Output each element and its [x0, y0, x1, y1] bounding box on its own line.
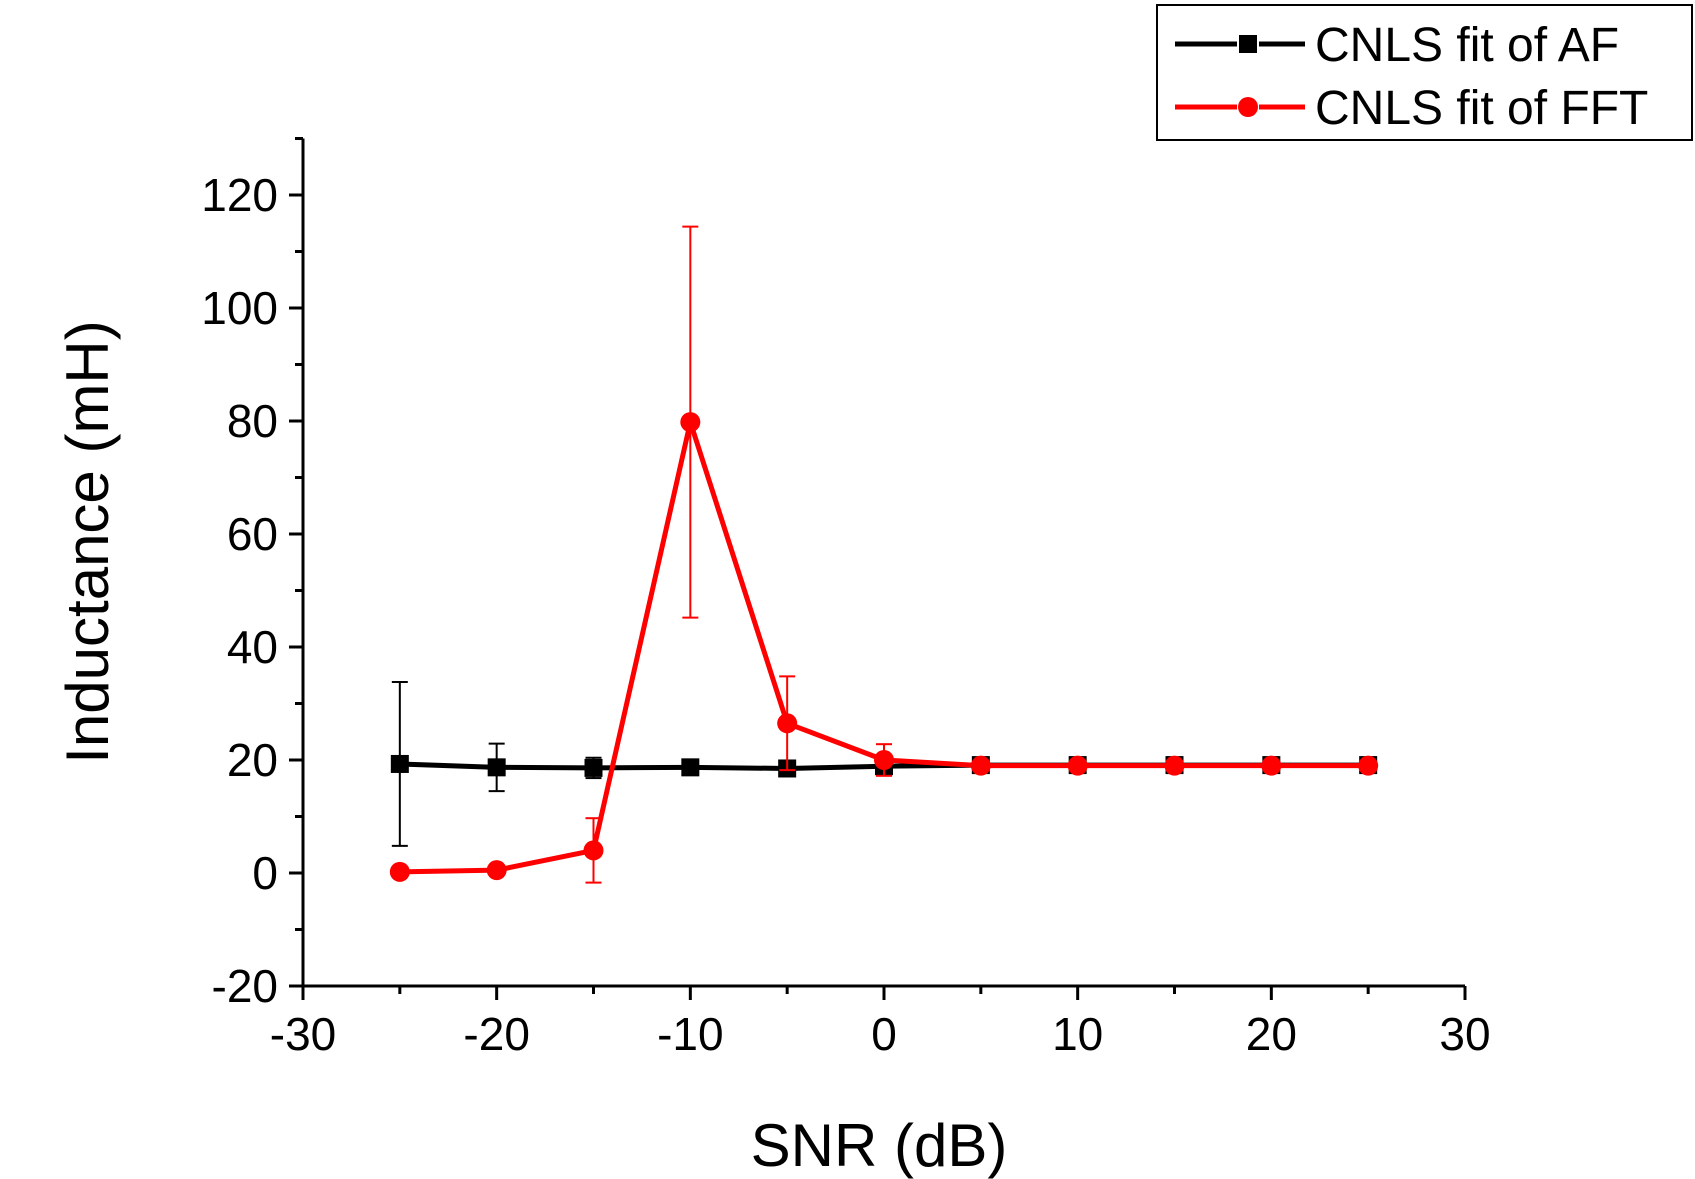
y-tick-label: -20 [212, 960, 278, 1012]
x-tick-label: 10 [1052, 1008, 1103, 1060]
data-point [1261, 755, 1282, 776]
data-point [487, 758, 506, 777]
y-tick-label: 100 [201, 282, 278, 334]
data-point [874, 750, 894, 770]
y-tick-label: 120 [201, 169, 278, 221]
legend-sample-af [1175, 35, 1305, 53]
x-tick-label: -10 [657, 1008, 723, 1060]
data-point [1164, 755, 1185, 776]
y-tick-label: 40 [227, 621, 278, 673]
y-tick-label: 60 [227, 508, 278, 560]
legend-sample-fft [1175, 97, 1305, 117]
legend-box [1156, 4, 1693, 141]
y-axis-title: Inductance (mH) [54, 320, 121, 764]
data-point [777, 713, 798, 734]
legend-marker [1238, 97, 1258, 117]
data-point [681, 758, 700, 777]
legend: CNLS fit of AF CNLS fit of FFT [1156, 4, 1693, 141]
data-point [583, 840, 604, 861]
legend-marker [1239, 35, 1257, 53]
x-tick-label: -20 [463, 1008, 529, 1060]
data-point [389, 861, 410, 882]
legend-label: CNLS fit of FFT [1315, 82, 1648, 135]
data-point [680, 412, 701, 433]
y-tick-label: 0 [252, 847, 278, 899]
legend-label: CNLS fit of AF [1315, 19, 1619, 72]
data-point [1358, 755, 1379, 776]
x-tick-label: 20 [1246, 1008, 1297, 1060]
plot-area [389, 225, 1379, 884]
data-point [1067, 755, 1088, 776]
data-point [486, 860, 507, 881]
data-point [584, 758, 603, 777]
x-axis-title: SNR (dB) [751, 1112, 1008, 1179]
data-point [970, 755, 991, 776]
x-tick-label: 0 [871, 1008, 897, 1060]
y-tick-label: 20 [227, 734, 278, 786]
x-tick-label: -30 [270, 1008, 336, 1060]
y-tick-label: 80 [227, 395, 278, 447]
x-tick-label: 30 [1439, 1008, 1490, 1060]
data-point [390, 754, 409, 773]
series-fft [389, 225, 1379, 884]
